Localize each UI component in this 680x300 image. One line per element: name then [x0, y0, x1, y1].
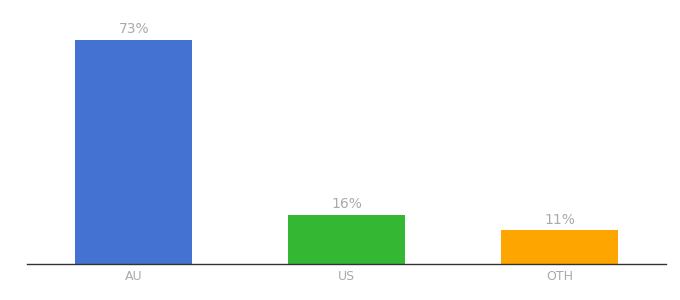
Text: 73%: 73% — [118, 22, 149, 36]
Bar — [288, 215, 405, 264]
Text: 16%: 16% — [331, 197, 362, 211]
Text: 11%: 11% — [545, 212, 575, 226]
Bar — [75, 40, 192, 264]
Bar — [501, 230, 619, 264]
